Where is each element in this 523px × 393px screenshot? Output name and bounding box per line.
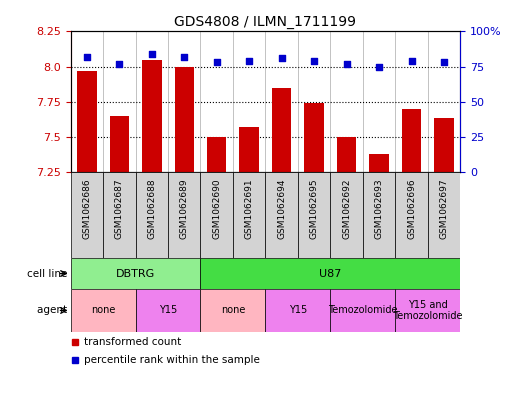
Point (407, 58, 416, 64)
Point (212, 59, 221, 66)
Bar (434, 118, 454, 172)
Bar (331, 289, 395, 332)
Text: GSM1062696: GSM1062696 (407, 179, 416, 239)
Text: percentile rank within the sample: percentile rank within the sample (84, 354, 260, 365)
Bar (200, 172, 233, 258)
Bar (71, 289, 135, 332)
Bar (175, 66, 194, 172)
Text: Temozolomide: Temozolomide (328, 305, 397, 316)
Text: DBTRG: DBTRG (116, 268, 155, 279)
Point (115, 61, 123, 67)
Bar (266, 172, 298, 258)
Text: GSM1062687: GSM1062687 (115, 179, 124, 239)
Text: agent: agent (37, 305, 71, 316)
Point (83, 53, 91, 60)
Bar (103, 172, 135, 258)
Point (440, 59, 448, 66)
Point (147, 51, 156, 57)
Text: Y15: Y15 (289, 305, 307, 316)
Bar (135, 172, 168, 258)
Bar (207, 137, 226, 172)
Text: GSM1062697: GSM1062697 (439, 179, 449, 239)
Point (180, 53, 188, 60)
Bar (200, 289, 266, 332)
Bar (110, 116, 129, 172)
Text: GSM1062686: GSM1062686 (82, 179, 92, 239)
Bar (168, 172, 200, 258)
Bar (135, 289, 200, 332)
Text: cell line: cell line (27, 268, 71, 279)
Bar (240, 127, 259, 172)
Text: GSM1062690: GSM1062690 (212, 179, 221, 239)
Text: U87: U87 (319, 268, 342, 279)
Bar (363, 172, 395, 258)
Bar (71, 258, 200, 289)
Text: GSM1062692: GSM1062692 (342, 179, 351, 239)
Text: transformed count: transformed count (84, 337, 181, 347)
Bar (71, 172, 103, 258)
Bar (272, 88, 291, 172)
Bar (402, 108, 421, 172)
Text: none: none (221, 305, 245, 316)
Point (310, 58, 319, 64)
Bar (304, 103, 324, 172)
Point (278, 55, 286, 61)
Title: GDS4808 / ILMN_1711199: GDS4808 / ILMN_1711199 (175, 15, 356, 29)
Bar (395, 172, 428, 258)
Bar (266, 289, 331, 332)
Text: GSM1062693: GSM1062693 (374, 179, 383, 239)
Text: none: none (91, 305, 115, 316)
Point (343, 61, 351, 67)
Bar (428, 172, 460, 258)
Text: GSM1062694: GSM1062694 (277, 179, 286, 239)
Text: GSM1062689: GSM1062689 (180, 179, 189, 239)
Text: Y15: Y15 (159, 305, 177, 316)
Bar (369, 154, 389, 172)
Bar (77, 71, 97, 172)
Bar (395, 289, 460, 332)
Point (245, 58, 253, 64)
Bar (233, 172, 266, 258)
Bar (142, 59, 162, 172)
Bar (331, 172, 363, 258)
Text: GSM1062691: GSM1062691 (245, 179, 254, 239)
Text: GSM1062688: GSM1062688 (147, 179, 156, 239)
Bar (337, 137, 356, 172)
Bar (298, 172, 331, 258)
Text: GSM1062695: GSM1062695 (310, 179, 319, 239)
Point (375, 63, 383, 70)
Bar (200, 258, 460, 289)
Text: Y15 and
Temozolomide: Y15 and Temozolomide (393, 300, 462, 321)
